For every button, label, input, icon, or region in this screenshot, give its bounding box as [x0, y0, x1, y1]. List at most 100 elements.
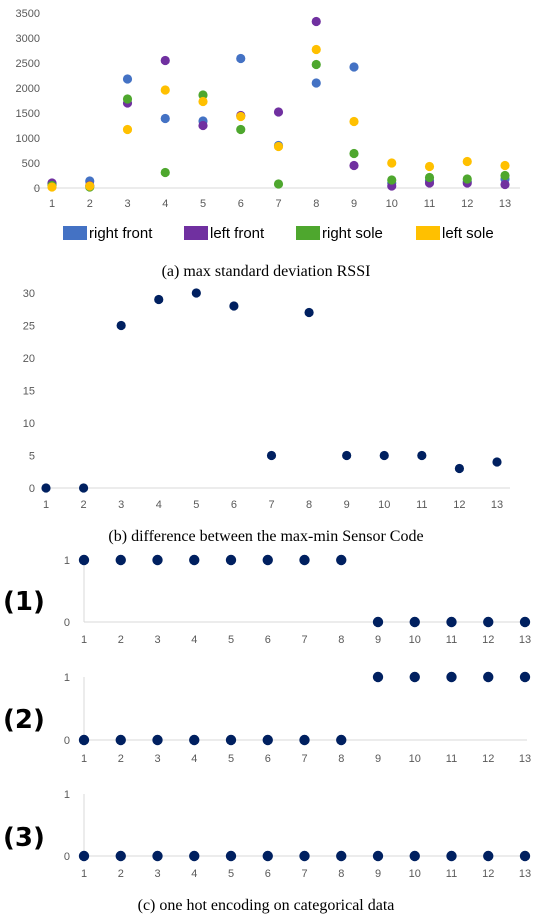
- data-point: [500, 179, 510, 190]
- data-point: [299, 850, 310, 862]
- x-tick-label: 2: [118, 634, 124, 646]
- x-tick-label: 8: [306, 499, 312, 511]
- x-tick-label: 6: [238, 198, 244, 210]
- x-tick-label: 1: [81, 753, 87, 765]
- y-tick-label: 3500: [16, 8, 40, 20]
- data-point: [152, 850, 163, 862]
- chart-caption: (b) difference between the max-min Senso…: [108, 528, 423, 545]
- data-point: [262, 850, 273, 862]
- y-tick-label: 0: [64, 851, 70, 863]
- x-tick-label: 10: [409, 753, 421, 765]
- x-tick-label: 10: [409, 634, 421, 646]
- x-tick-label: 4: [191, 868, 197, 880]
- data-point: [160, 167, 170, 178]
- data-point: [47, 182, 57, 192]
- y-tick-label: 25: [23, 321, 35, 333]
- data-point: [424, 161, 435, 172]
- chart-caption: (c) one hot encoding on categorical data: [138, 897, 395, 914]
- data-point: [262, 554, 273, 566]
- panel-label: (1): [3, 587, 45, 617]
- chart-panel-3: 011 2 3 4 5 6 7 8 9 10 11 12 13(1): [3, 554, 531, 646]
- data-point: [152, 554, 163, 566]
- y-tick-label: 2500: [16, 58, 40, 70]
- data-point: [379, 450, 389, 461]
- x-tick-label: 11: [416, 499, 427, 511]
- y-tick-label: 1500: [16, 108, 40, 120]
- data-point: [116, 320, 126, 331]
- legend-entry: left sole: [442, 225, 494, 242]
- data-point: [349, 116, 359, 127]
- x-tick-label: 13: [519, 753, 531, 765]
- x-tick-label: 11: [446, 634, 457, 646]
- data-point: [273, 141, 284, 152]
- series-1: [47, 53, 510, 189]
- data-point: [225, 850, 237, 862]
- data-point: [349, 160, 359, 171]
- data-point: [229, 301, 239, 311]
- series-1: [78, 671, 531, 746]
- data-point: [299, 734, 310, 746]
- data-point: [519, 616, 531, 628]
- data-point: [198, 96, 208, 107]
- data-point: [462, 174, 472, 184]
- series-1: [78, 554, 531, 628]
- x-tick-label: 3: [154, 868, 160, 880]
- x-tick-label: 1: [81, 868, 87, 880]
- x-tick-label: 9: [375, 868, 381, 880]
- x-tick-label: 6: [231, 499, 237, 511]
- x-tick-label: 9: [375, 634, 381, 646]
- data-point: [115, 850, 126, 862]
- x-tick-label: 7: [301, 634, 307, 646]
- data-point: [387, 158, 397, 168]
- x-tick-label: 10: [386, 198, 398, 210]
- data-point: [409, 616, 420, 628]
- data-point: [115, 734, 126, 746]
- y-tick-label: 20: [23, 353, 35, 365]
- x-tick-label: 7: [268, 499, 274, 511]
- data-point: [500, 170, 510, 181]
- data-point: [225, 734, 237, 746]
- y-tick-label: 30: [23, 288, 35, 300]
- data-point: [78, 850, 90, 862]
- series-1: [78, 850, 531, 862]
- x-tick-label: 11: [424, 198, 435, 210]
- data-point: [336, 850, 347, 862]
- data-point: [122, 124, 133, 135]
- data-point: [189, 850, 200, 862]
- data-point: [372, 850, 384, 862]
- x-tick-label: 5: [193, 499, 199, 511]
- series-1: [41, 288, 502, 493]
- data-point: [78, 483, 89, 493]
- data-point: [446, 671, 457, 683]
- data-point: [85, 181, 95, 191]
- x-tick-label: 2: [87, 198, 93, 210]
- chart-panel-4: 011 2 3 4 5 6 7 8 9 10 11 12 13(2): [3, 671, 531, 765]
- data-point: [198, 120, 208, 131]
- x-tick-label: 12: [461, 198, 473, 210]
- data-point: [424, 172, 435, 183]
- data-point: [372, 671, 384, 683]
- x-tick-label: 5: [228, 634, 234, 646]
- y-tick-label: 5: [29, 451, 35, 463]
- y-tick-label: 1: [64, 789, 70, 801]
- data-point: [409, 850, 420, 862]
- legend-swatch: [184, 226, 208, 240]
- x-tick-label: 13: [519, 634, 531, 646]
- data-point: [336, 734, 347, 746]
- y-tick-label: 10: [23, 418, 35, 430]
- data-point: [115, 554, 126, 566]
- data-point: [154, 294, 164, 305]
- x-tick-label: 3: [118, 499, 124, 511]
- data-point: [273, 107, 284, 117]
- data-point: [160, 85, 170, 95]
- data-point: [311, 78, 321, 88]
- chart-panel-5: 011 2 3 4 5 6 7 8 9 10 11 12 13(3)(c) one hot encodi…: [3, 789, 531, 914]
- data-point: [336, 554, 347, 566]
- x-tick-label: 5: [228, 868, 234, 880]
- data-point: [304, 307, 314, 318]
- y-tick-label: 0: [64, 617, 70, 629]
- data-point: [483, 850, 494, 862]
- x-tick-label: 1: [43, 499, 49, 511]
